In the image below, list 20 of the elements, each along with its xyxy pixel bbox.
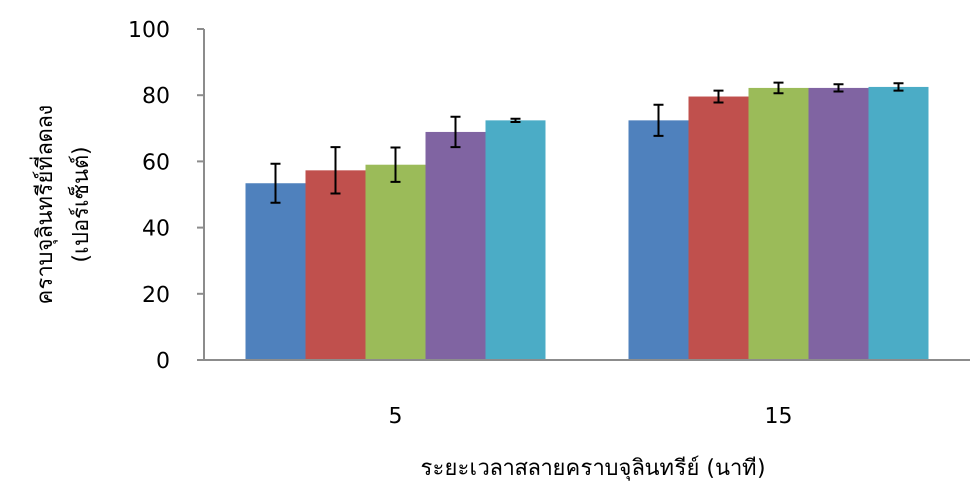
bar bbox=[748, 88, 808, 360]
y-tick-label: 100 bbox=[128, 18, 170, 43]
y-tick-label: 0 bbox=[156, 349, 170, 374]
bar bbox=[486, 120, 546, 360]
y-axis-title: คราบจุลินทรีย์ที่ลดลง (เปอร์เซ็นต์) bbox=[29, 104, 94, 304]
x-axis-title: ระยะเวลาสลายคราบจุลินทรีย์ (นาที) bbox=[420, 456, 766, 481]
bar bbox=[628, 120, 688, 360]
bar bbox=[366, 164, 426, 360]
bar bbox=[688, 96, 748, 360]
bar bbox=[808, 88, 868, 360]
y-tick-label: 60 bbox=[142, 150, 170, 176]
bar bbox=[306, 170, 366, 360]
bar bbox=[246, 183, 306, 360]
x-tick-label: 5 bbox=[388, 404, 402, 429]
bar bbox=[426, 132, 486, 360]
y-tick-label: 20 bbox=[142, 282, 170, 308]
bar bbox=[868, 86, 928, 360]
y-tick-label: 80 bbox=[142, 84, 170, 110]
y-tick-label: 40 bbox=[142, 216, 170, 242]
x-tick-label: 15 bbox=[764, 404, 792, 429]
